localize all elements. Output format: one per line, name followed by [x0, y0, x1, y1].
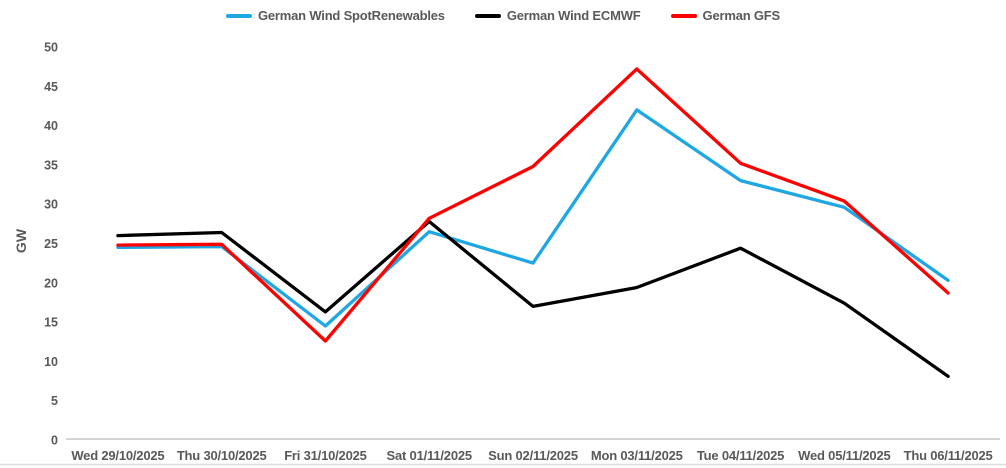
y-tick-label: 0	[51, 434, 58, 448]
x-tick-label: Fri 31/10/2025	[284, 448, 367, 463]
gfs-line-swatch	[670, 13, 697, 18]
series-line-german-wind-spotrenewables	[116, 108, 950, 328]
y-tick-label: 15	[44, 316, 58, 330]
x-tick-label: Wed 29/10/2025	[71, 448, 164, 463]
legend-label-ecmwf: German Wind ECMWF	[506, 8, 641, 23]
legend-label-spotrenewables: German Wind SpotRenewables	[257, 8, 445, 23]
y-tick-label: 20	[44, 276, 58, 290]
x-tick-label: Thu 30/10/2025	[177, 448, 267, 463]
spotrenewables-line-swatch	[225, 13, 252, 18]
y-tick-label: 25	[44, 237, 58, 251]
y-tick-label: 50	[44, 41, 58, 55]
y-tick-label: 30	[44, 198, 58, 212]
y-tick-label: 45	[44, 80, 58, 94]
x-tick-label: Wed 05/11/2025	[798, 448, 890, 463]
y-tick-label: 10	[44, 355, 58, 369]
x-tick-label: Sat 01/11/2025	[387, 448, 472, 463]
x-tick-label: Thu 06/11/2025	[904, 448, 993, 463]
series-line-german-gfs	[116, 67, 950, 343]
series-line-german-wind-ecmwf	[116, 219, 950, 378]
x-tick-label: Mon 03/11/2025	[591, 448, 683, 463]
legend-item-gfs: German GFS	[670, 8, 781, 23]
x-tick-label: Tue 04/11/2025	[697, 448, 784, 463]
y-tick-label: 40	[44, 119, 58, 133]
y-tick-label: 35	[44, 158, 58, 172]
legend-item-ecmwf: German Wind ECMWF	[474, 8, 641, 23]
ecmwf-line-swatch	[474, 13, 501, 18]
legend-item-spotrenewables: German Wind SpotRenewables	[225, 8, 445, 23]
legend-label-gfs: German GFS	[702, 8, 781, 23]
x-tick-label: Sun 02/11/2025	[488, 448, 578, 463]
legend: German Wind SpotRenewables German Wind E…	[0, 8, 1006, 23]
y-tick-label: 5	[51, 394, 58, 408]
